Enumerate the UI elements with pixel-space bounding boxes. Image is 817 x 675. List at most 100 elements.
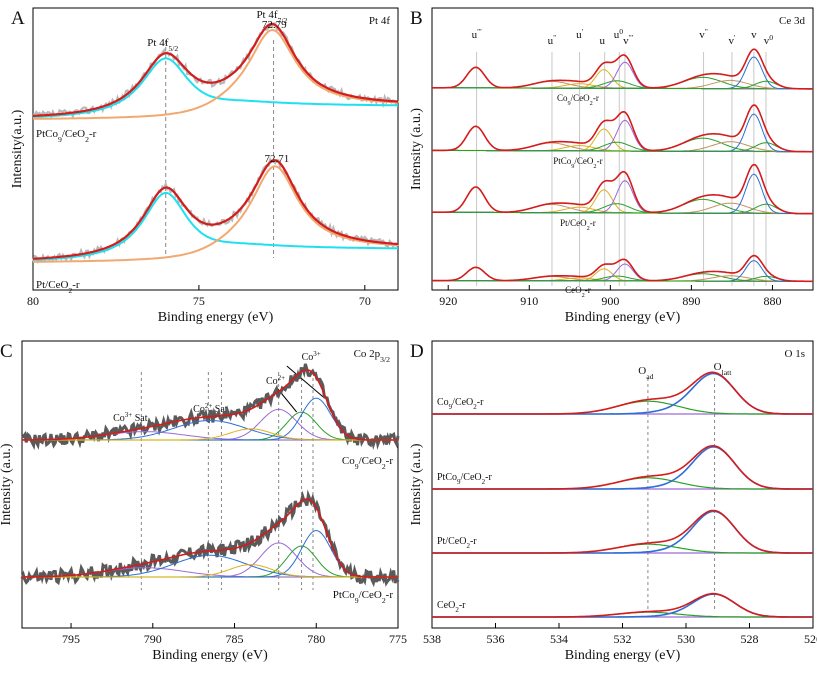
raw-spectrum — [31, 156, 399, 264]
panel-letter: A — [11, 8, 25, 29]
panel-A: 80 75 70 Binding energy (eV) Intensity(a.u.)… — [10, 7, 399, 325]
fit-envelope — [432, 163, 813, 215]
component-label: Olatt — [714, 361, 733, 377]
fit-component — [22, 428, 398, 441]
sample-label: Co9/CeO2-r — [437, 397, 484, 411]
x-tick-label: 775 — [389, 632, 407, 646]
x-tick-label: 785 — [226, 632, 244, 646]
raw-spectrum — [21, 363, 400, 451]
x-tick-label: 80 — [27, 294, 39, 308]
x-tick-label: 790 — [144, 632, 162, 646]
peak-value: 72.79 — [262, 19, 287, 31]
component-label: v0 — [764, 33, 774, 48]
x-tick-label: 528 — [741, 632, 759, 646]
component-label: v — [751, 29, 757, 41]
fit-component — [432, 61, 813, 90]
fit-component — [432, 80, 813, 90]
corner-label: Pt 4f — [369, 15, 390, 27]
sample-label: CeO2-r — [437, 600, 466, 614]
plot-frame — [32, 7, 399, 291]
fit-component — [22, 564, 398, 578]
x-tick-label: 70 — [359, 294, 371, 308]
fit-envelope — [432, 104, 813, 153]
fit-component-5-2 — [32, 191, 398, 261]
y-axis-label: Intensity (a.u.) — [409, 443, 424, 525]
fit-component — [431, 263, 813, 282]
corner-label: Co 2p3/2 — [354, 348, 391, 364]
panel-letter: D — [410, 341, 424, 362]
plot-frame — [21, 340, 399, 629]
x-axis-label: Binding energy (eV) — [565, 310, 681, 325]
sample-label: Pt/CeO2-r — [560, 218, 596, 232]
fit-component-ad — [432, 543, 813, 554]
fit-component — [22, 530, 398, 578]
sample-label: PtCo9/CeO2-r — [437, 472, 492, 486]
x-axis-label: Binding energy (eV) — [158, 310, 274, 325]
fit-envelope — [32, 22, 399, 117]
component-label: v' — [728, 33, 736, 48]
fit-component — [432, 203, 813, 215]
peak-label: Pt 4f7/2 — [256, 9, 287, 25]
fit-envelope — [432, 444, 813, 490]
fit-component — [432, 142, 813, 153]
plot-frame — [431, 7, 814, 291]
component-label: Oad — [638, 365, 653, 381]
component-label: v" — [699, 27, 708, 42]
x-axis-label: Binding energy (eV) — [152, 648, 268, 663]
x-tick-label: 890 — [682, 294, 700, 308]
component-label: u"' — [472, 27, 483, 42]
x-tick-label: 900 — [601, 294, 619, 308]
fit-component — [431, 275, 813, 282]
peak-label: Pt 4f5/2 — [147, 37, 178, 53]
peak-value: 72.71 — [265, 153, 290, 165]
annotation-label: Co2+ — [266, 374, 285, 387]
panel-D: 538 536 534 532 530 528 526 Binding energy (eV)… — [409, 340, 817, 663]
x-tick-label: 534 — [550, 632, 568, 646]
fit-envelope — [432, 48, 813, 90]
sample-label: Co9/CeO2-r — [557, 93, 599, 107]
fit-component-ad — [432, 400, 813, 415]
plot-frame — [431, 340, 814, 629]
x-tick-label: 920 — [439, 294, 457, 308]
fit-component-5-2 — [32, 57, 398, 118]
x-tick-label: 75 — [193, 294, 205, 308]
component-label: u0 — [614, 27, 624, 42]
y-axis-label: Intensity(a.u.) — [10, 109, 25, 188]
annotation-label: Co3+ Sat. — [113, 411, 150, 424]
sample-label: CeO2-r — [565, 285, 591, 299]
annotation-arrow — [286, 365, 325, 399]
raw-spectrum — [32, 22, 399, 120]
fit-envelope — [432, 254, 813, 283]
panel-letter: B — [410, 8, 423, 29]
x-axis-label: Binding energy (eV) — [565, 648, 681, 663]
corner-label: Ce 3d — [779, 15, 805, 27]
fit-envelope — [432, 592, 813, 618]
panel-B: 920 910 900 890 880 Binding energy (eV) Intens… — [409, 7, 814, 325]
panel-C: 795 790 785 780 775 Binding energy (eV) Intens… — [0, 340, 407, 663]
sample-label: PtCo9/CeO2-r — [36, 128, 97, 144]
fit-component-7-2 — [33, 165, 399, 263]
x-tick-label: 910 — [520, 294, 538, 308]
component-label: u — [599, 35, 605, 47]
y-axis-label: Intensity (a.u.) — [0, 443, 14, 525]
annotation-label: Co3+ — [302, 350, 321, 363]
raw-spectrum — [20, 489, 400, 588]
fit-envelope — [22, 369, 398, 441]
x-tick-label: 538 — [423, 632, 441, 646]
sample-label: Pt/CeO2-r — [36, 279, 80, 295]
component-label: u" — [548, 33, 557, 48]
fit-envelope — [22, 498, 398, 578]
x-tick-label: 530 — [677, 632, 695, 646]
panel-letter: C — [0, 341, 13, 362]
component-label: v"' — [623, 33, 634, 48]
x-tick-label: 536 — [487, 632, 505, 646]
annotation-label: Co2+ Sat. — [193, 402, 230, 415]
fit-envelope — [432, 509, 813, 554]
fit-envelope — [33, 159, 399, 260]
x-tick-label: 880 — [763, 294, 781, 308]
x-tick-label: 795 — [62, 632, 80, 646]
sample-label: PtCo9/CeO2-r — [553, 156, 602, 170]
fit-component — [432, 180, 813, 215]
sample-label: Pt/CeO2-r — [437, 536, 477, 550]
